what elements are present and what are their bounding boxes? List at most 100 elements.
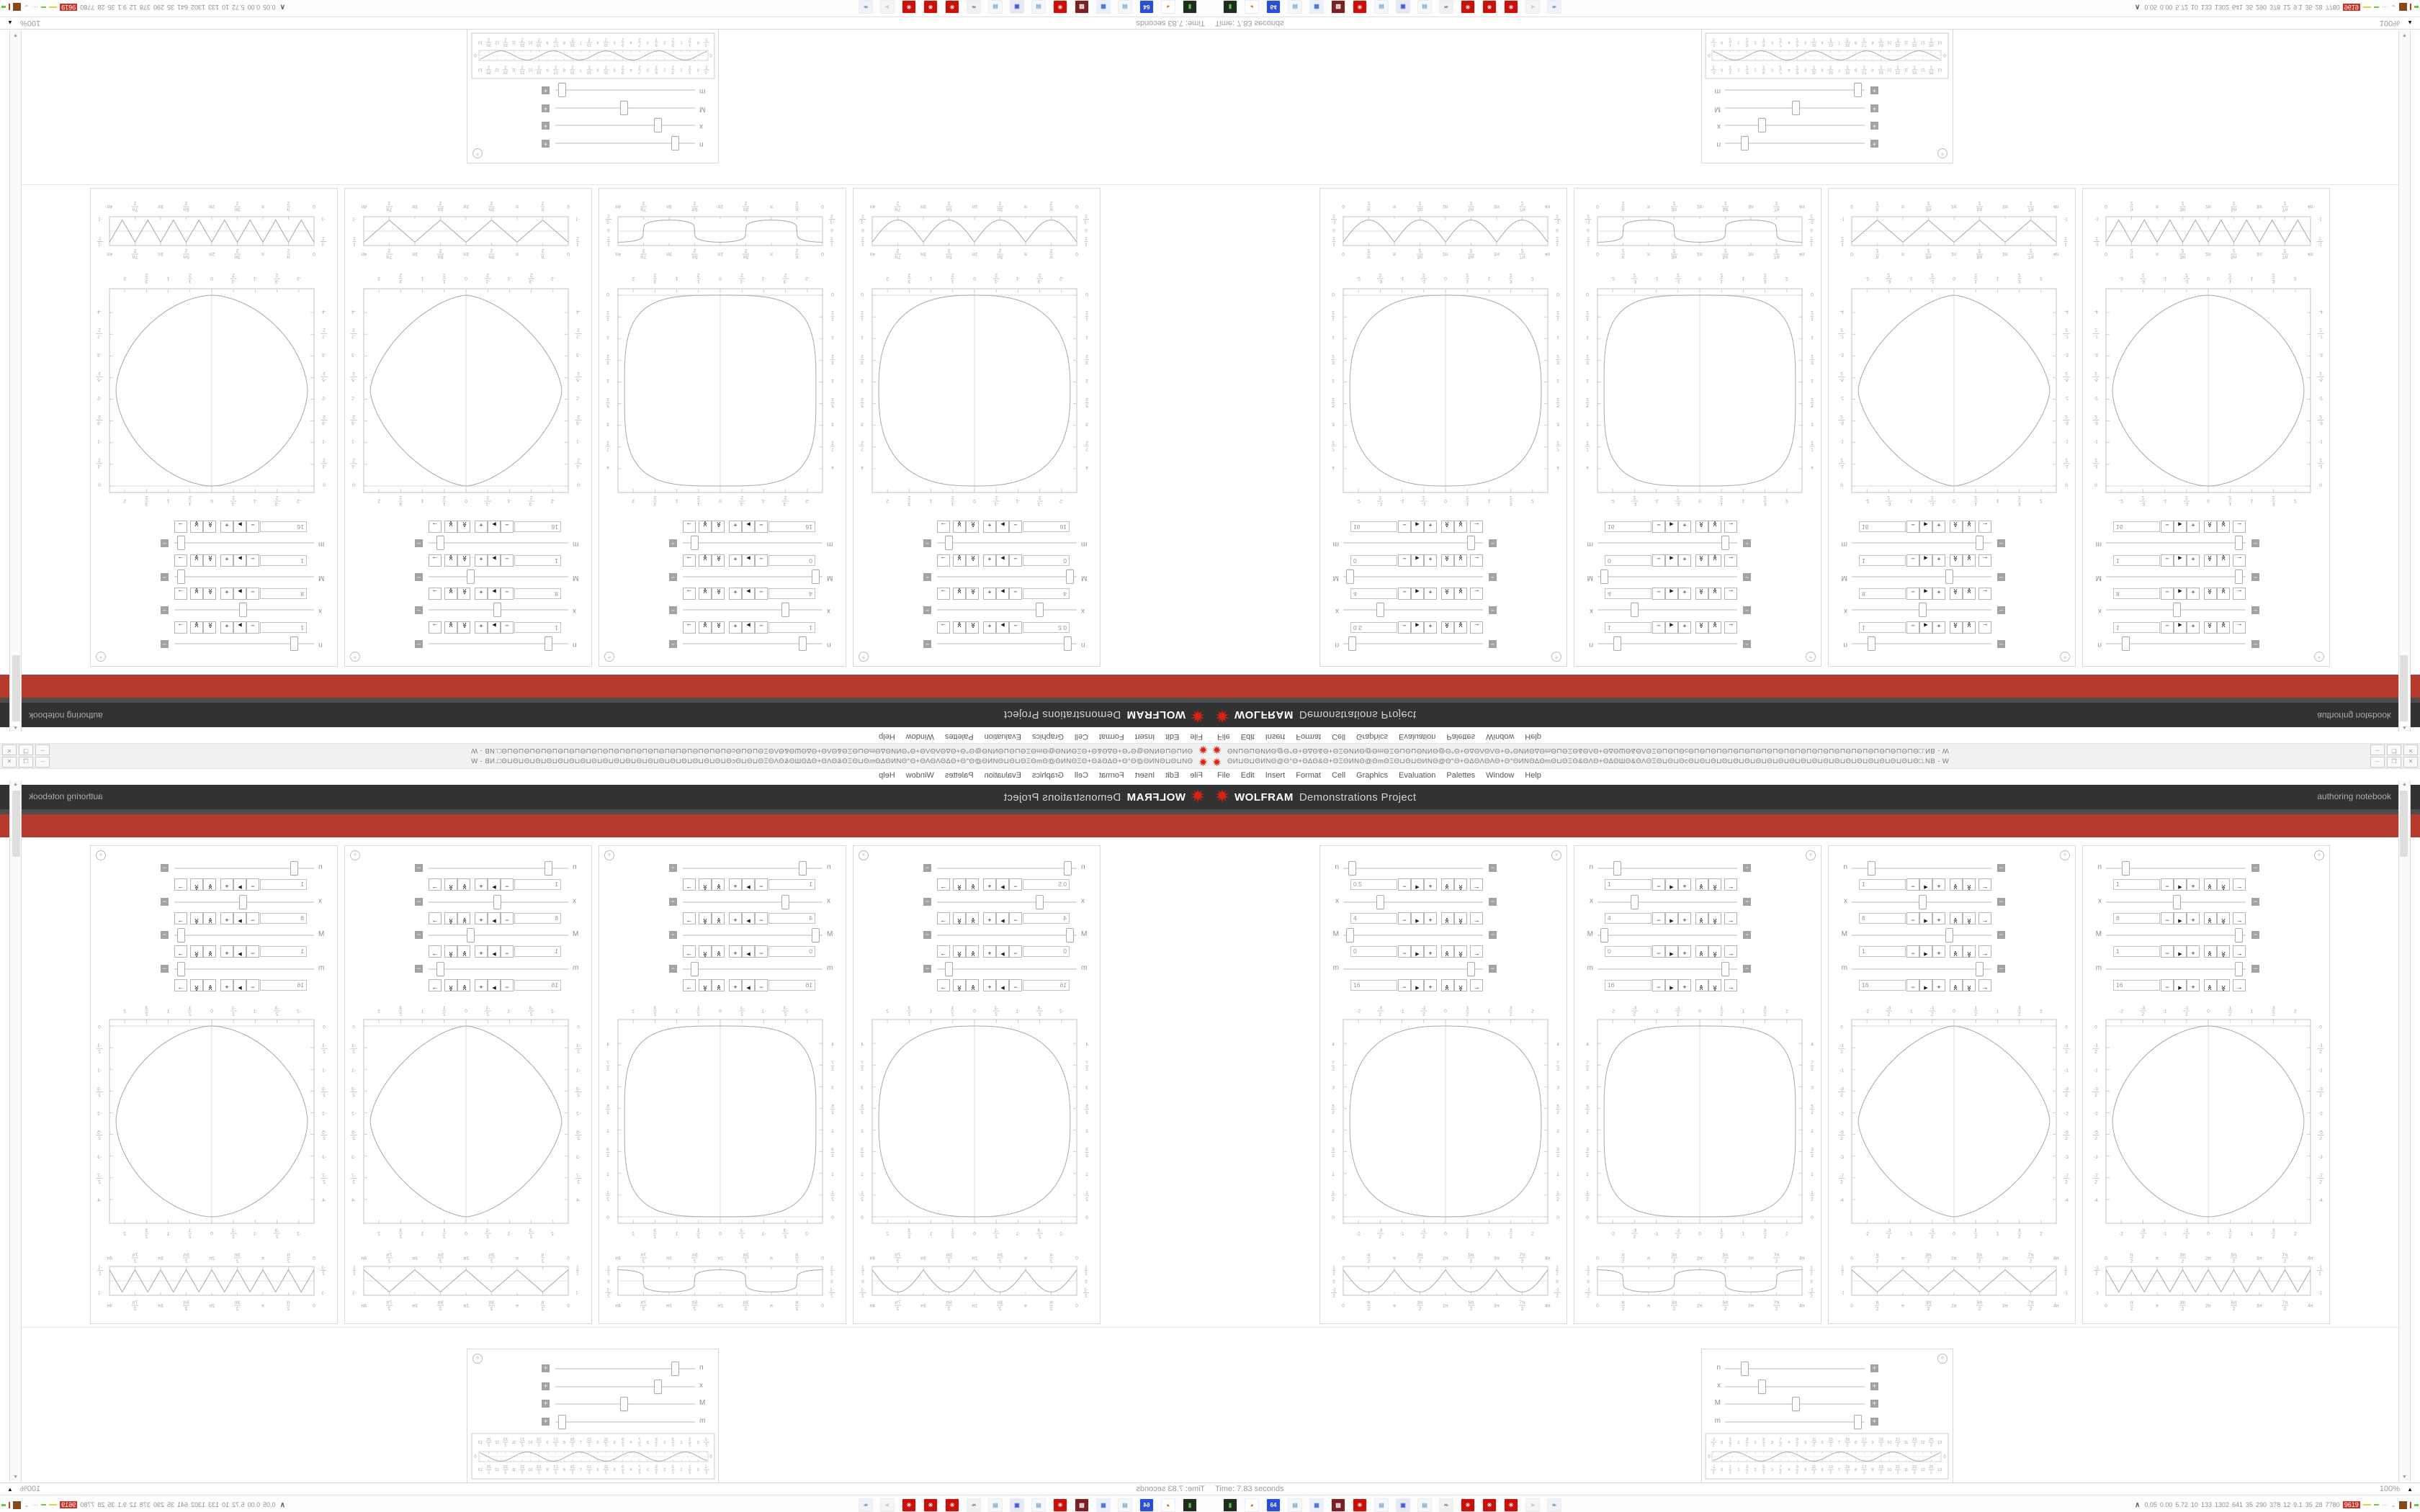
play-button[interactable]: ▶ (233, 945, 246, 958)
faster-button[interactable]: ≫ (1441, 945, 1454, 958)
play-button[interactable]: ▶ (1411, 521, 1424, 534)
direction-button[interactable]: → (174, 945, 187, 958)
mathematica-spikey-icon[interactable]: ✳ (1353, 1498, 1367, 1512)
notepad-icon[interactable]: ▤ (1118, 0, 1132, 14)
slower-button[interactable]: ≫ (190, 621, 203, 634)
direction-button[interactable]: → (937, 554, 950, 567)
slower-button[interactable]: ≫ (190, 521, 203, 534)
manipulate-menu-icon[interactable]: + (2060, 850, 2070, 860)
restore-button[interactable]: ❐ (2387, 744, 2401, 755)
close-button[interactable]: ✕ (2, 757, 17, 768)
slider-value-field[interactable]: 16 (1605, 979, 1652, 991)
slider-value-field[interactable]: 0.5 (1023, 879, 1070, 890)
slower-button[interactable]: ≫ (699, 912, 712, 924)
slider-handle[interactable] (239, 894, 248, 909)
play-button[interactable]: ▶ (1411, 912, 1424, 924)
red-utility-icon[interactable]: ▨ (1075, 0, 1089, 14)
direction-button[interactable]: → (1724, 878, 1737, 891)
faster-button[interactable]: ≫ (1441, 978, 1454, 991)
slider-handle[interactable] (690, 536, 699, 551)
slider-handle[interactable] (1348, 861, 1357, 876)
slider-track[interactable] (1852, 542, 1991, 544)
slider-value-field[interactable]: 16 (260, 521, 307, 533)
step-down-button[interactable]: − (2161, 978, 2174, 991)
slider-handle[interactable] (1376, 603, 1385, 618)
slider-value-field[interactable]: 1 (260, 879, 307, 890)
direction-button[interactable]: → (2233, 878, 2246, 891)
play-button[interactable]: ▶ (488, 945, 501, 958)
slider-track[interactable] (937, 542, 1077, 544)
slider-handle[interactable] (1600, 570, 1608, 584)
faster-button[interactable]: ≫ (2204, 945, 2217, 958)
faster-button[interactable]: ≫ (966, 621, 979, 634)
slider-value-field[interactable]: 16 (2113, 521, 2160, 533)
slider-handle[interactable] (2235, 961, 2244, 976)
slider-handle[interactable] (1854, 1415, 1863, 1430)
play-button[interactable]: ▶ (233, 554, 246, 567)
mathematica-spikey-icon[interactable]: ✳ (923, 0, 938, 14)
faster-button[interactable]: ≫ (1441, 912, 1454, 924)
slider-handle[interactable] (1467, 536, 1476, 551)
play-button[interactable]: ▶ (488, 621, 501, 634)
slider-value-field[interactable]: 0 (1350, 555, 1397, 566)
slider-track[interactable] (683, 935, 823, 936)
inactive-app-icon[interactable]: ➤ (1525, 1498, 1540, 1512)
menu-help[interactable]: Help (879, 770, 895, 780)
expand-controls-button[interactable]: + (1870, 1364, 1878, 1372)
collapse-controls-button[interactable]: − (1997, 964, 2005, 973)
slider-handle[interactable] (620, 1397, 629, 1412)
slider-track[interactable] (937, 609, 1077, 611)
step-up-button[interactable]: + (220, 554, 233, 567)
menu-file[interactable]: File (1217, 732, 1230, 742)
play-button[interactable]: ▶ (742, 912, 755, 924)
faster-button[interactable]: ≫ (1441, 588, 1454, 600)
collapse-controls-button[interactable]: − (161, 606, 169, 615)
slower-button[interactable]: ≫ (444, 945, 457, 958)
step-down-button[interactable]: − (755, 912, 768, 924)
firefox-icon[interactable]: ◕ (1245, 1498, 1259, 1512)
slider-track[interactable] (1343, 609, 1483, 611)
menu-format[interactable]: Format (1296, 732, 1322, 742)
slider-value-field[interactable]: 1 (1605, 622, 1652, 633)
restore-button[interactable]: ❐ (19, 757, 33, 768)
direction-button[interactable]: → (429, 588, 442, 600)
slider-handle[interactable] (2235, 928, 2244, 942)
play-button[interactable]: ▶ (2174, 978, 2187, 991)
slider-track[interactable] (683, 542, 823, 544)
slider-track[interactable] (1852, 576, 1991, 577)
slider-track[interactable] (1852, 868, 1991, 869)
notepad-icon[interactable]: ▤ (1288, 1498, 1302, 1512)
collapse-controls-button[interactable]: − (1489, 640, 1497, 648)
collapse-controls-button[interactable]: − (415, 640, 423, 648)
slider-value-field[interactable]: 0.5 (1350, 622, 1397, 633)
direction-button[interactable]: → (1470, 521, 1483, 534)
direction-button[interactable]: → (683, 912, 696, 924)
slider-track[interactable] (1343, 542, 1483, 544)
scrollbar-thumb[interactable] (2400, 791, 2408, 857)
play-button[interactable]: ▶ (1665, 521, 1678, 534)
slider-track[interactable] (1725, 1368, 1865, 1369)
expand-controls-button[interactable]: + (542, 1400, 550, 1408)
step-down-button[interactable]: − (1398, 588, 1411, 600)
faster-button[interactable]: ≫ (966, 521, 979, 534)
slider-handle[interactable] (1345, 928, 1354, 942)
vertical-scrollbar[interactable]: ▲ ▼ (9, 780, 22, 1482)
slider-handle[interactable] (467, 928, 475, 942)
slower-button[interactable]: ≫ (1454, 554, 1467, 567)
direction-button[interactable]: → (937, 588, 950, 600)
direction-button[interactable]: → (1978, 912, 1991, 924)
slider-track[interactable] (1725, 1385, 1865, 1387)
slider-value-field[interactable]: 1 (514, 555, 561, 566)
slider-track[interactable] (1597, 576, 1737, 577)
slider-track[interactable] (1343, 868, 1483, 869)
direction-button[interactable]: → (937, 978, 950, 991)
slider-track[interactable] (174, 935, 314, 936)
manipulate-menu-icon[interactable]: + (1937, 1354, 1948, 1364)
faster-button[interactable]: ≫ (1950, 945, 1963, 958)
slider-handle[interactable] (944, 961, 953, 976)
direction-button[interactable]: → (937, 878, 950, 891)
slider-track[interactable] (937, 576, 1077, 577)
play-button[interactable]: ▶ (1665, 621, 1678, 634)
step-up-button[interactable]: + (475, 978, 488, 991)
collapse-controls-button[interactable]: − (1743, 864, 1751, 872)
